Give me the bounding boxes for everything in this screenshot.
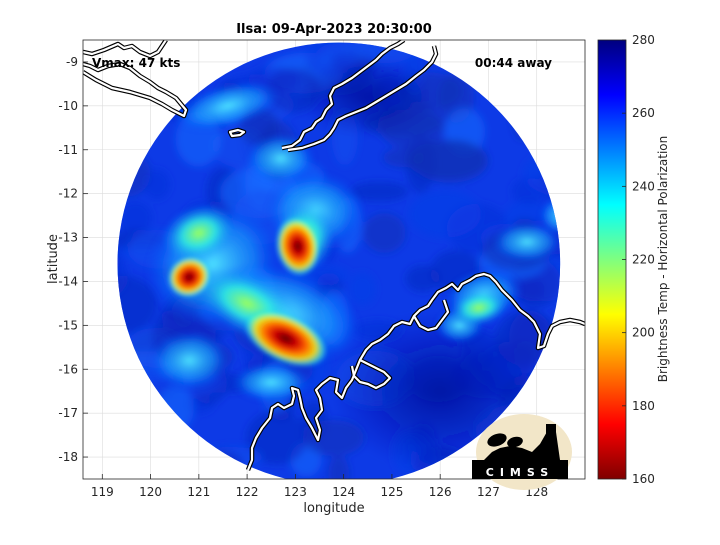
warm-band xyxy=(492,221,561,262)
logo-bar xyxy=(472,460,568,479)
texture-cell xyxy=(363,213,406,253)
warm-band xyxy=(149,330,230,391)
texture-cell xyxy=(348,272,377,306)
colorbar-tick-label: 260 xyxy=(632,106,655,120)
colorbar-tick-label: 220 xyxy=(632,253,655,267)
y-tick-label: -11 xyxy=(58,143,78,157)
feature-rainband-central xyxy=(275,216,321,277)
texture-cell xyxy=(405,265,440,293)
y-axis-label: latitude xyxy=(46,234,61,284)
texture-cell xyxy=(328,455,350,479)
texture-cell xyxy=(246,410,308,465)
x-axis-label: longitude xyxy=(303,501,364,516)
x-tick-label: 121 xyxy=(187,485,210,499)
colorbar-tick-label: 200 xyxy=(632,326,655,340)
texture-cell xyxy=(143,169,171,200)
plot-border xyxy=(82,39,586,480)
feature-rainband-west xyxy=(167,256,211,298)
colorbar-tick-label: 180 xyxy=(632,399,655,413)
time-away-annotation: 00:44 away xyxy=(475,56,552,70)
x-tick-label: 122 xyxy=(236,485,259,499)
texture-cell xyxy=(407,141,487,179)
y-tick-label: -18 xyxy=(58,450,78,464)
x-tick-label: 123 xyxy=(284,485,307,499)
cimss-logo: CIMSS xyxy=(472,414,572,490)
x-tick-label: 126 xyxy=(429,485,452,499)
warm-band xyxy=(245,133,316,184)
y-tick-label: -10 xyxy=(58,99,78,113)
deep-blue-region xyxy=(297,57,438,138)
y-tick-label: -16 xyxy=(58,362,78,376)
satellite-dish-icon xyxy=(487,433,507,447)
colorbar-tick-label: 240 xyxy=(632,179,655,193)
texture-cell xyxy=(117,275,158,334)
swath-features xyxy=(145,80,561,403)
x-tick-label: 119 xyxy=(91,485,114,499)
texture-cell xyxy=(408,190,482,239)
colorbar-tick-label: 160 xyxy=(632,472,655,486)
coastline-fill xyxy=(83,40,585,471)
coastlines xyxy=(83,40,585,471)
colorbar-ticks: 160 180 200 220 240 260 280 xyxy=(622,33,655,486)
warm-band xyxy=(538,195,561,236)
logo-text: CIMSS xyxy=(486,466,554,479)
texture-cell xyxy=(350,181,409,202)
logo-silhouette xyxy=(484,430,560,460)
chart-title: Ilsa: 09-Apr-2023 20:30:00 xyxy=(236,22,432,37)
y-tick-label: -9 xyxy=(66,55,78,69)
warm-band xyxy=(161,203,236,263)
water-tower-icon xyxy=(546,424,556,436)
satellite-dish-small-icon xyxy=(507,436,523,448)
colorbar-label: Brightness Temp - Horizontal Polarizatio… xyxy=(656,136,670,383)
y-axis: -9 -10 -11 -12 -13 -14 -15 -16 -17 -18 xyxy=(58,55,88,464)
x-tick-label: 125 xyxy=(380,485,403,499)
x-tick-label: 127 xyxy=(477,485,500,499)
y-tick-label: -15 xyxy=(58,318,78,332)
warm-band xyxy=(174,80,282,132)
y-tick-label: -14 xyxy=(58,274,78,288)
colorbar xyxy=(597,39,627,480)
feature-outer-band-northeast xyxy=(449,289,509,327)
texture-cell xyxy=(118,201,153,235)
y-tick-label: -12 xyxy=(58,187,78,201)
vmax-annotation: Vmax: 47 kts xyxy=(92,56,180,70)
feature-core-south xyxy=(243,309,328,368)
colorbar-tick-label: 280 xyxy=(632,33,655,47)
x-tick-label: 124 xyxy=(332,485,355,499)
x-tick-label: 120 xyxy=(139,485,162,499)
y-tick-label: -17 xyxy=(58,406,78,420)
y-tick-label: -13 xyxy=(58,231,78,245)
